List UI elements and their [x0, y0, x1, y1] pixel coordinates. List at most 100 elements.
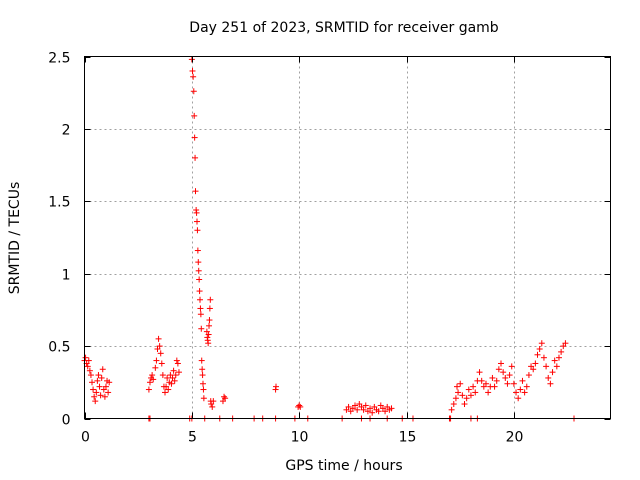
data-point: [222, 395, 229, 402]
data-point: [472, 389, 479, 396]
data-point: [102, 383, 109, 390]
data-point: [197, 305, 204, 312]
data-point: [205, 331, 212, 338]
data-point: [192, 188, 199, 195]
x-tick-label: 15: [399, 430, 417, 446]
data-point: [172, 372, 179, 379]
data-point: [164, 374, 171, 381]
data-point: [106, 379, 113, 386]
data-point: [192, 154, 199, 161]
data-point: [193, 218, 200, 225]
data-point: [197, 296, 204, 303]
data-point: [170, 367, 177, 374]
data-point: [448, 406, 455, 413]
data-point: [97, 392, 104, 399]
data-point: [515, 395, 522, 402]
data-point: [150, 376, 157, 383]
data-point: [297, 403, 304, 410]
data-point: [459, 392, 466, 399]
data-point: [549, 369, 556, 376]
data-point: [96, 383, 103, 390]
data-point: [168, 380, 175, 387]
data-point: [523, 383, 530, 390]
data-point: [362, 402, 369, 409]
data-point: [558, 348, 565, 355]
data-point: [200, 395, 207, 402]
data-point: [491, 383, 498, 390]
x-tick-label: 5: [188, 430, 197, 446]
data-point: [536, 345, 543, 352]
data-point: [457, 380, 464, 387]
data-point: [156, 343, 163, 350]
data-point: [547, 380, 554, 387]
data-point: [193, 209, 200, 216]
data-point: [467, 392, 474, 399]
data-point: [94, 377, 101, 384]
data-point: [489, 374, 496, 381]
data-point: [198, 357, 205, 364]
data-point: [498, 360, 505, 367]
data-point: [101, 393, 108, 400]
data-point: [145, 386, 152, 393]
data-point: [149, 372, 156, 379]
data-point: [382, 408, 389, 415]
y-tick-label: 1.5: [48, 195, 70, 211]
data-point: [152, 364, 159, 371]
tick-labels: 0 5 10 15 20 0 0.5 1 1.5 2 2.5: [48, 51, 523, 446]
x-tick-label: 10: [291, 430, 309, 446]
data-point: [461, 401, 468, 408]
data-point: [86, 367, 93, 374]
data-point: [502, 374, 509, 381]
data-point: [465, 386, 472, 393]
data-point: [175, 369, 182, 376]
data-point: [521, 389, 528, 396]
data-point: [162, 389, 169, 396]
data-point: [453, 383, 460, 390]
data-point: [519, 377, 526, 384]
data-point: [206, 317, 213, 324]
data-point: [562, 340, 569, 347]
data-point: [545, 374, 552, 381]
data-point: [470, 383, 477, 390]
data-point: [174, 360, 181, 367]
data-point: [200, 386, 207, 393]
data-point: [538, 340, 545, 347]
y-tick-label: 2.5: [48, 51, 70, 67]
data-point: [82, 354, 89, 361]
data-point: [532, 360, 539, 367]
data-point: [517, 386, 524, 393]
data-point: [99, 366, 106, 373]
x-tick-label: 20: [506, 430, 524, 446]
data-point: [105, 389, 112, 396]
data-point: [155, 335, 162, 342]
data-point: [482, 380, 489, 387]
data-point: [525, 372, 532, 379]
data-point: [199, 366, 206, 373]
data-point: [476, 369, 483, 376]
data-point: [92, 398, 99, 405]
data-point: [209, 403, 216, 410]
data-point: [90, 386, 97, 393]
data-point: [367, 405, 374, 412]
data-point: [98, 374, 105, 381]
data-point: [221, 393, 228, 400]
data-point: [354, 406, 361, 413]
data-point: [84, 363, 91, 370]
chart-title: Day 251 of 2023, SRMTID for receiver gam…: [189, 20, 499, 36]
data-point: [500, 369, 507, 376]
y-tick-label: 0: [62, 413, 71, 429]
data-point: [199, 372, 206, 379]
data-point: [195, 259, 202, 266]
data-point: [506, 372, 513, 379]
data-point: [551, 357, 558, 364]
data-point: [510, 380, 517, 387]
data-point: [190, 73, 197, 80]
data-point: [455, 389, 462, 396]
data-point: [190, 88, 197, 95]
data-point: [450, 401, 457, 408]
data-point: [158, 360, 165, 367]
data-point: [153, 357, 160, 364]
data-point: [534, 351, 541, 358]
axis-ticks: [84, 56, 611, 420]
data-point: [478, 377, 485, 384]
